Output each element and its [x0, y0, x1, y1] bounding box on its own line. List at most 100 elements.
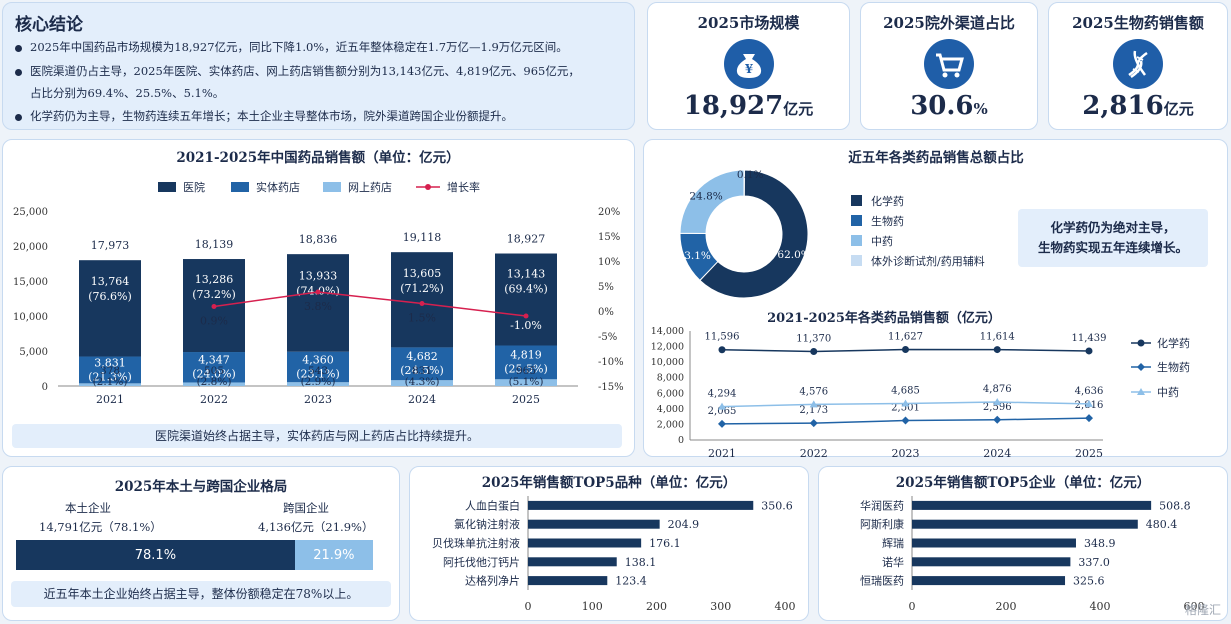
- line-legend-marker: [1137, 388, 1145, 395]
- retail-share-label: (21.3%): [88, 371, 132, 384]
- donut-slice-label: 13.1%: [678, 250, 711, 262]
- line-y-tick: 2,000: [657, 419, 684, 430]
- line-legend-marker: [1137, 339, 1145, 347]
- growth-label: -1.0%: [510, 319, 542, 332]
- top5-companies-title: 2025年销售额TOP5企业（单位：亿元）: [896, 474, 1150, 491]
- line-point-diamond: [718, 419, 726, 428]
- x-tick-label: 2023: [304, 393, 332, 406]
- kpi-card-market: 2025市场规模 ¥ 18,927亿元: [647, 2, 850, 130]
- hbar-value-label: 350.6: [761, 499, 793, 512]
- hospital-value-label: 13,143: [507, 267, 546, 280]
- growth-label: 0.9%: [200, 315, 228, 328]
- bullet-2: 医院渠道仍占主导，2025年医院、实体药店、网上药店销售额分别为13,143亿元…: [15, 60, 615, 82]
- donut-legend-swatch: [851, 255, 862, 266]
- line-point-label: 4,876: [983, 384, 1012, 395]
- online-share-label: (2.1%): [93, 376, 128, 388]
- hbar-x-tick: 400: [1090, 600, 1111, 613]
- bar-segment-0: [391, 252, 453, 348]
- hbar-bar: [912, 500, 1152, 510]
- line-point-label: 11,596: [705, 332, 740, 343]
- hospital-value-label: 13,933: [299, 270, 338, 283]
- x-tick-label: 2025: [512, 393, 540, 406]
- chart-title: 2021-2025年中国药品销售额（单位：亿元）: [176, 149, 459, 166]
- legend-label-hospital: 医院: [183, 180, 205, 194]
- line-point-label: 2,065: [708, 406, 737, 417]
- bullet-2b: 占比分别为69.4%、25.5%、5.1%。: [30, 86, 225, 100]
- hbar-x-tick: 200: [996, 600, 1017, 613]
- donut-slice-label: 62.0%: [777, 249, 810, 261]
- bar-total-label: 18,139: [195, 238, 234, 251]
- svg-text:¥: ¥: [744, 62, 752, 76]
- hbar-value-label: 348.9: [1084, 537, 1116, 550]
- domestic-foreign-panel: 2025年本土与跨国企业格局 本土企业 14,791亿元（78.1%） 跨国企业…: [2, 466, 400, 621]
- line-point-diamond: [809, 419, 818, 428]
- y2-tick-label: -5%: [598, 332, 617, 343]
- shopping-cart-icon: [924, 39, 974, 89]
- hbar-category-label: 达格列净片: [465, 574, 520, 588]
- bar-segment-2: [79, 383, 141, 386]
- hbar-value-label: 325.6: [1073, 575, 1105, 588]
- kpi-number: 18,927: [683, 91, 784, 121]
- kpi-value: 18,927亿元: [648, 91, 849, 121]
- hbar-bar: [528, 576, 608, 586]
- legend-label-growth: 增长率: [447, 180, 480, 194]
- y2-tick-label: 10%: [598, 257, 620, 268]
- line-point-label: 2,501: [891, 403, 920, 414]
- x-tick-label: 2022: [200, 393, 228, 406]
- line-y-tick: 8,000: [657, 373, 684, 384]
- retail-value-label: 4,819: [510, 348, 542, 361]
- legend-marker-growth: [425, 184, 431, 190]
- hbar-bar: [912, 576, 1066, 586]
- line-x-tick: 2023: [892, 447, 920, 458]
- top5-drugs-bar-chart: 2025年销售额TOP5品种（单位：亿元） 0 100 200 300 400 人血白蛋白…: [432, 474, 796, 613]
- domestic-foreign-title: 2025年本土与跨国企业格局: [114, 479, 288, 495]
- bar-segment-1: [79, 356, 141, 384]
- growth-point: [419, 301, 425, 306]
- hbar-bar: [528, 519, 660, 529]
- hbar-value-label: 138.1: [625, 556, 657, 569]
- category-sales-line-chart: 2021-2025年各类药品销售额（亿元） 0 2,000 4,000 6,000 8,…: [651, 310, 1190, 458]
- y2-tick-label: 0%: [598, 307, 614, 318]
- hbar-value-label: 204.9: [668, 518, 700, 531]
- domestic-share-segment: 78.1%: [16, 540, 295, 570]
- growth-point: [211, 304, 217, 309]
- donut-legend-label: 化学药: [871, 194, 904, 208]
- line-x-tick: 2025: [1075, 447, 1103, 458]
- line-point-triangle: [993, 398, 1002, 406]
- hospital-share-label: (69.4%): [504, 282, 548, 295]
- online-value-label: 505: [204, 365, 224, 377]
- growth-line: [213, 291, 527, 317]
- hbar-x-tick: 0: [525, 600, 532, 613]
- line-point-label: 2,173: [799, 405, 828, 416]
- online-value-label: 831: [412, 365, 432, 377]
- line-legend-marker: [1137, 363, 1145, 371]
- line-legend-label: 中药: [1157, 386, 1179, 399]
- line-point-diamond: [1085, 414, 1093, 423]
- y2-tick-label: -10%: [598, 357, 624, 368]
- line-y-tick: 14,000: [651, 326, 684, 337]
- hbar-bar: [912, 557, 1071, 567]
- kpi-unit: 亿元: [783, 100, 814, 118]
- kpi-value: 2,816亿元: [1049, 91, 1227, 121]
- category-share-donut-chart: 近五年各类药品销售总额占比 62.0% 13.1% 24.8% 0.1% 化学药生物药中…: [678, 149, 1024, 299]
- y-tick-label: 25,000: [13, 207, 48, 218]
- kpi-title: 2025生物药销售额: [1072, 14, 1204, 32]
- growth-point: [523, 313, 529, 319]
- line-y-tick: 12,000: [651, 342, 684, 353]
- foreign-share-segment: 21.9%: [294, 540, 373, 570]
- bar-segment-0: [287, 254, 349, 352]
- sales-chart-note: 医院渠道始终占据主导，实体药店与网上药店占比持续提升。: [12, 424, 622, 448]
- line-point-triangle: [1085, 399, 1093, 407]
- line-chart-title: 2021-2025年各类药品销售额（亿元）: [767, 310, 1001, 326]
- line-point-circle: [902, 345, 909, 353]
- bar-segment-1: [287, 351, 349, 383]
- bar-total-label: 18,836: [299, 233, 338, 246]
- line-x-tick: 2022: [800, 447, 828, 458]
- donut-legend-swatch: [851, 215, 862, 226]
- hbar-bar: [912, 538, 1076, 548]
- online-share-label: (4.3%): [405, 376, 440, 388]
- online-share-label: (2.8%): [197, 376, 232, 388]
- hospital-share-label: (73.2%): [192, 288, 236, 301]
- hbar-x-tick: 200: [646, 600, 667, 613]
- hbar-value-label: 337.0: [1078, 556, 1110, 569]
